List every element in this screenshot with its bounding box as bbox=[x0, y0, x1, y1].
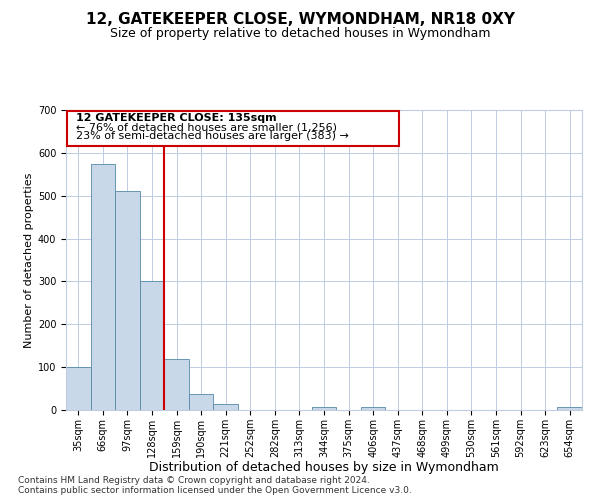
Text: Contains public sector information licensed under the Open Government Licence v3: Contains public sector information licen… bbox=[18, 486, 412, 495]
FancyBboxPatch shape bbox=[67, 111, 399, 146]
Text: 12, GATEKEEPER CLOSE, WYMONDHAM, NR18 0XY: 12, GATEKEEPER CLOSE, WYMONDHAM, NR18 0X… bbox=[86, 12, 515, 28]
Bar bbox=[164, 360, 189, 410]
Bar bbox=[214, 404, 238, 410]
Text: Size of property relative to detached houses in Wymondham: Size of property relative to detached ho… bbox=[110, 28, 490, 40]
Bar bbox=[557, 406, 582, 410]
Bar bbox=[312, 406, 336, 410]
Bar bbox=[140, 282, 164, 410]
Bar bbox=[189, 394, 214, 410]
Text: ← 76% of detached houses are smaller (1,256): ← 76% of detached houses are smaller (1,… bbox=[76, 122, 337, 132]
Bar bbox=[361, 406, 385, 410]
Y-axis label: Number of detached properties: Number of detached properties bbox=[23, 172, 34, 348]
Bar bbox=[91, 164, 115, 410]
Text: 12 GATEKEEPER CLOSE: 135sqm: 12 GATEKEEPER CLOSE: 135sqm bbox=[76, 112, 277, 122]
Bar bbox=[115, 192, 140, 410]
Text: 23% of semi-detached houses are larger (383) →: 23% of semi-detached houses are larger (… bbox=[76, 130, 349, 140]
X-axis label: Distribution of detached houses by size in Wymondham: Distribution of detached houses by size … bbox=[149, 462, 499, 474]
Bar bbox=[66, 367, 91, 410]
Text: Contains HM Land Registry data © Crown copyright and database right 2024.: Contains HM Land Registry data © Crown c… bbox=[18, 476, 370, 485]
